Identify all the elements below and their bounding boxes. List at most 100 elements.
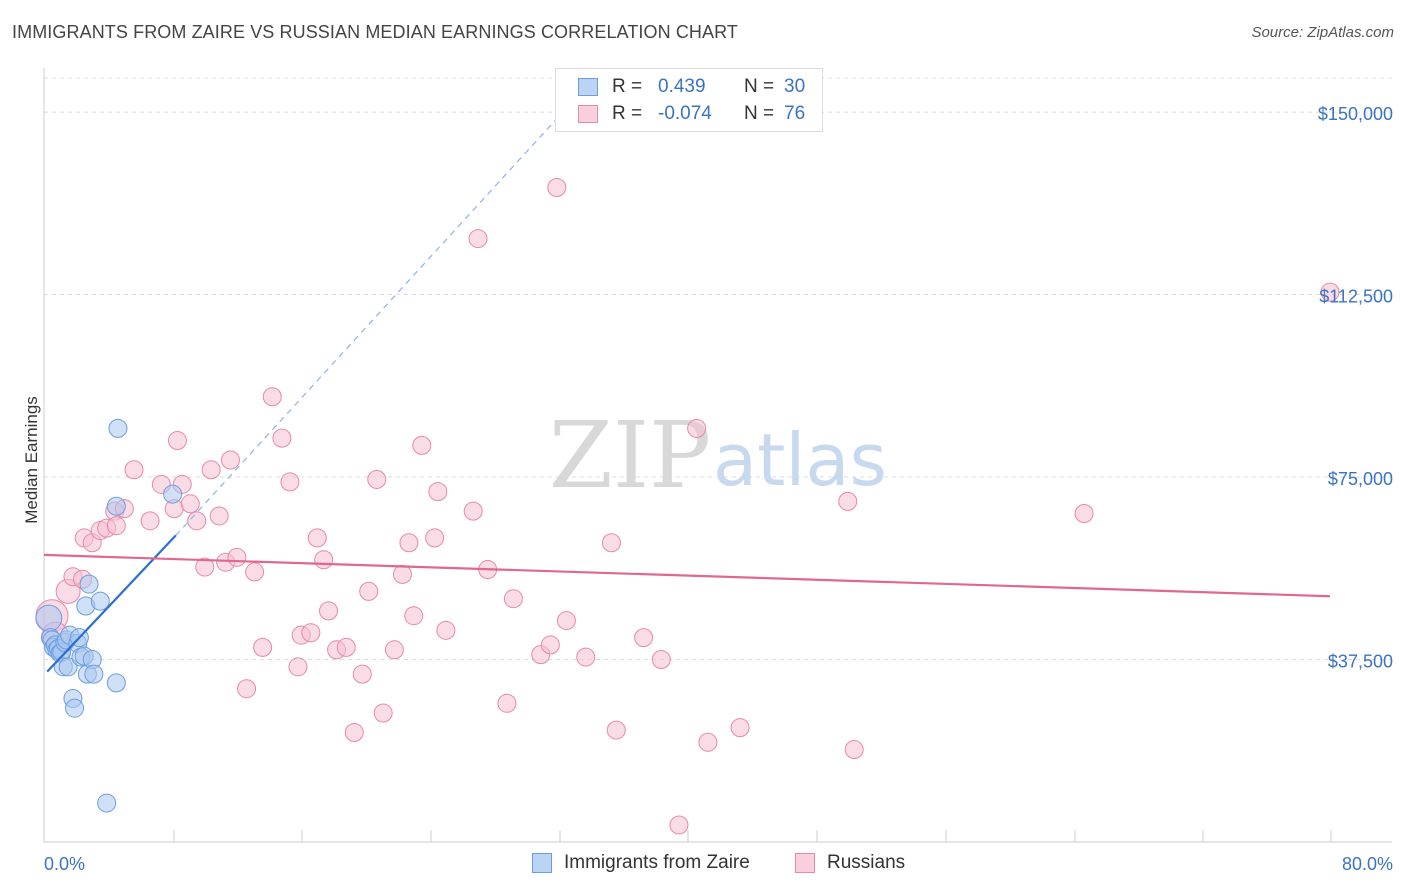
zaire-point bbox=[84, 664, 104, 684]
legend-n-label: N = bbox=[744, 103, 775, 124]
russians-trend-line bbox=[43, 553, 1331, 598]
zaire-point bbox=[58, 657, 78, 677]
russians-point bbox=[237, 679, 257, 699]
legend-swatch-zaire bbox=[578, 78, 598, 96]
russians-point bbox=[468, 229, 488, 249]
watermark: ZIP atlas bbox=[549, 402, 887, 509]
russians-point bbox=[606, 720, 626, 740]
axes bbox=[43, 68, 1392, 843]
chart-title: IMMIGRANTS FROM ZAIRE VS RUSSIAN MEDIAN … bbox=[12, 22, 739, 42]
russians-point bbox=[344, 723, 364, 743]
legend-r-label: R = bbox=[612, 76, 643, 97]
russians-point bbox=[359, 581, 379, 601]
zaire-point bbox=[97, 793, 117, 813]
russians-point bbox=[301, 623, 321, 643]
russians-point bbox=[195, 557, 215, 577]
russians-point bbox=[167, 431, 187, 451]
watermark-atlas: atlas bbox=[713, 418, 887, 502]
zaire-point bbox=[163, 484, 183, 504]
russians-point bbox=[669, 815, 689, 835]
russians-point bbox=[288, 657, 308, 677]
legend-item-russians: Russians bbox=[795, 852, 905, 874]
russians-point bbox=[220, 450, 240, 470]
correlation-legend: R = 0.439 N = 30 R = -0.074 N = 76 bbox=[555, 68, 823, 132]
russians-point bbox=[556, 611, 576, 631]
russians-point bbox=[576, 647, 596, 667]
russians-point bbox=[253, 637, 273, 657]
russians-point bbox=[497, 693, 517, 713]
russians-point bbox=[373, 703, 393, 723]
russians-point bbox=[601, 533, 621, 553]
russians-point bbox=[336, 637, 356, 657]
russians-point bbox=[367, 469, 387, 489]
legend-row-russians: R = -0.074 N = 76 bbox=[578, 102, 805, 126]
russians-point bbox=[140, 511, 160, 531]
y-tick-labels: $37,500 $75,000 $112,500 $150,000 bbox=[1318, 104, 1393, 671]
russians-point bbox=[187, 511, 207, 531]
zaire-point bbox=[79, 574, 99, 594]
russians-point bbox=[280, 472, 300, 492]
russians-point bbox=[352, 664, 372, 684]
zaire-point bbox=[108, 418, 128, 438]
russians-point bbox=[687, 418, 707, 438]
russians-point bbox=[307, 528, 327, 548]
russians-point bbox=[838, 491, 858, 511]
watermark-zip: ZIP bbox=[549, 402, 711, 509]
legend-n-value: 30 bbox=[784, 76, 806, 97]
legend-item-zaire: Immigrants from Zaire bbox=[532, 852, 750, 874]
zaire-points bbox=[35, 418, 183, 813]
russians-point bbox=[106, 516, 126, 536]
russians-point bbox=[730, 718, 750, 738]
russians-point bbox=[209, 506, 229, 526]
russians-point bbox=[272, 428, 292, 448]
y-tick-label: $75,000 bbox=[1328, 469, 1393, 489]
russians-point bbox=[201, 460, 221, 480]
legend-swatch-russians bbox=[795, 853, 815, 873]
legend-r-value: 0.439 bbox=[658, 76, 706, 97]
legend-label-zaire: Immigrants from Zaire bbox=[564, 852, 750, 873]
russians-point bbox=[227, 547, 247, 567]
russians-point bbox=[384, 640, 404, 660]
russians-point bbox=[428, 482, 448, 502]
russians-point bbox=[436, 620, 456, 640]
zaire-point bbox=[106, 673, 126, 693]
y-tick-label: $37,500 bbox=[1328, 652, 1393, 672]
legend-n-value: 76 bbox=[784, 103, 806, 124]
x-tick-right: 80.0% bbox=[1342, 854, 1393, 874]
russians-point bbox=[698, 732, 718, 752]
source-note: Source: ZipAtlas.com bbox=[1251, 24, 1394, 41]
zaire-point bbox=[106, 496, 126, 516]
russians-point bbox=[412, 435, 432, 455]
russians-point bbox=[844, 740, 864, 760]
russians-point bbox=[245, 562, 265, 582]
y-tick-label: $112,500 bbox=[1319, 287, 1393, 307]
zaire-trend-extension bbox=[175, 116, 559, 536]
russians-point bbox=[319, 601, 339, 621]
russians-point bbox=[404, 606, 424, 626]
russians-point bbox=[180, 494, 200, 514]
russians-point bbox=[1320, 282, 1340, 302]
y-tick-label: $150,000 bbox=[1318, 104, 1393, 124]
zaire-point bbox=[35, 604, 63, 632]
series-legend: Immigrants from Zaire Russians bbox=[0, 852, 1406, 876]
russians-point bbox=[1074, 504, 1094, 524]
russians-point bbox=[399, 533, 419, 553]
russians-point bbox=[262, 387, 282, 407]
legend-r-value: -0.074 bbox=[658, 103, 712, 124]
russians-point bbox=[540, 635, 560, 655]
russians-point bbox=[463, 501, 483, 521]
legend-r-label: R = bbox=[612, 103, 643, 124]
russians-point bbox=[634, 628, 654, 648]
russians-point bbox=[314, 550, 334, 570]
legend-swatch-russians bbox=[578, 105, 598, 123]
trend-lines bbox=[43, 116, 1331, 673]
legend-n-label: N = bbox=[744, 76, 775, 97]
x-tick-left: 0.0% bbox=[44, 854, 85, 874]
x-tick-labels: 0.0% 80.0% bbox=[44, 854, 1393, 874]
legend-label-russians: Russians bbox=[827, 852, 906, 873]
russians-point bbox=[124, 460, 144, 480]
russians-point bbox=[503, 589, 523, 609]
legend-row-zaire: R = 0.439 N = 30 bbox=[578, 75, 805, 99]
zaire-point bbox=[90, 591, 110, 611]
